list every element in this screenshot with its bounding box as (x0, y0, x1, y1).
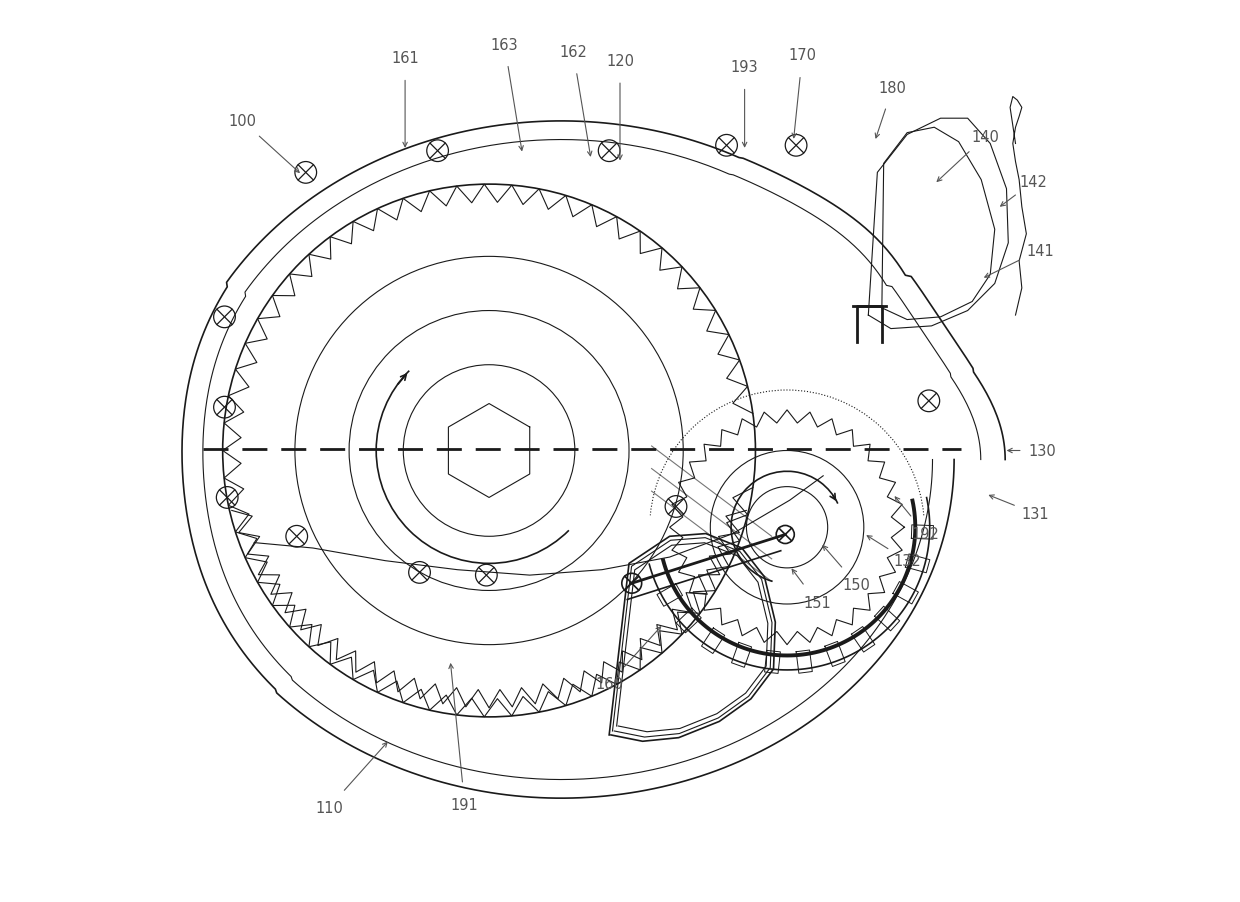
Text: 180: 180 (879, 81, 906, 96)
Text: 161: 161 (391, 51, 419, 66)
Text: 142: 142 (1019, 175, 1048, 189)
Text: 193: 193 (730, 60, 759, 75)
Text: 130: 130 (1029, 444, 1056, 458)
Text: 131: 131 (1022, 507, 1049, 521)
Text: 140: 140 (972, 130, 999, 144)
Text: 170: 170 (789, 49, 816, 63)
Text: 163: 163 (491, 38, 518, 52)
Text: 160: 160 (595, 676, 624, 691)
Text: 141: 141 (1025, 244, 1054, 258)
Text: 120: 120 (606, 54, 634, 69)
Text: 151: 151 (804, 595, 831, 610)
Text: 150: 150 (843, 577, 870, 592)
Text: 162: 162 (559, 45, 587, 60)
Text: 132: 132 (893, 554, 921, 568)
Text: 100: 100 (228, 115, 257, 129)
Text: 110: 110 (315, 800, 343, 815)
Text: 191: 191 (451, 797, 479, 812)
Text: 192: 192 (911, 527, 939, 541)
